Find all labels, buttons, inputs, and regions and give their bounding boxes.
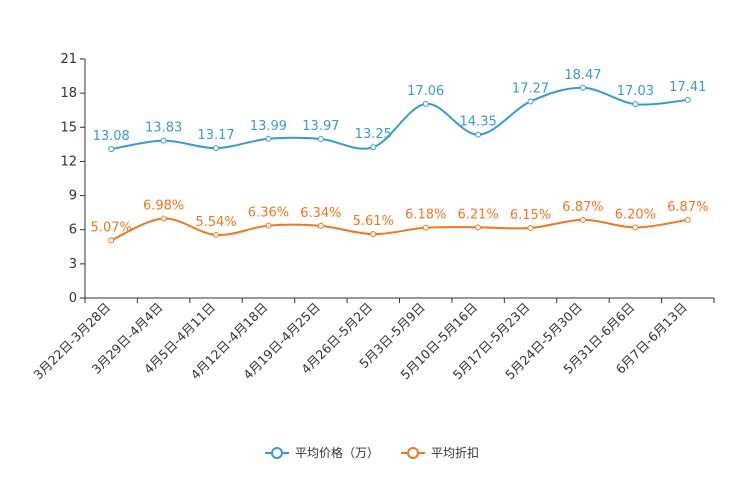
data-label: 5.07% (91, 220, 132, 235)
data-point (160, 215, 167, 222)
data-label: 17.27 (512, 81, 549, 96)
data-point (527, 225, 534, 232)
legend-marker-price (270, 446, 283, 459)
y-tick-label: 6 (69, 223, 77, 238)
data-label: 13.25 (355, 127, 392, 142)
data-point (317, 222, 324, 229)
data-label: 6.18% (405, 208, 446, 223)
data-point (579, 216, 586, 223)
data-point (370, 144, 377, 151)
data-point (108, 237, 115, 244)
data-point (213, 231, 220, 238)
data-label: 17.03 (617, 84, 654, 99)
data-point (265, 222, 272, 229)
data-point (527, 98, 534, 105)
y-tick-label: 12 (60, 154, 77, 169)
data-label: 6.87% (562, 200, 603, 215)
legend: 平均价格（万） 平均折扣 (0, 444, 744, 461)
data-point (684, 96, 691, 103)
data-point (213, 145, 220, 152)
data-label: 6.98% (143, 199, 184, 214)
data-point (684, 216, 691, 223)
legend-swatch-discount (401, 446, 425, 460)
data-point (160, 137, 167, 144)
series-layer: 13.08 13.83 13.17 13.99 13.97 13.25 17.06 14.35… (91, 68, 708, 244)
legend-marker-discount (407, 446, 419, 459)
y-tick-label: 9 (69, 189, 77, 204)
legend-swatch-price (264, 446, 289, 460)
series-discount: 5.07% 6.98% 5.54% 6.36% 6.34% 5.61% 6.18% 6.21%… (91, 199, 708, 244)
data-point (579, 84, 586, 91)
data-label: 6.15% (510, 208, 551, 223)
data-label: 13.17 (197, 128, 234, 143)
data-point (422, 224, 429, 231)
data-point (265, 135, 272, 142)
data-point (475, 131, 482, 138)
data-point (317, 136, 324, 143)
data-label: 6.34% (300, 206, 341, 221)
data-label: 13.08 (93, 129, 130, 144)
data-label: 17.41 (669, 80, 706, 95)
y-tick-label: 0 (69, 291, 77, 306)
data-label: 6.36% (248, 206, 289, 221)
data-label: 5.54% (195, 215, 236, 230)
data-label: 6.87% (667, 200, 708, 215)
data-label: 5.61% (353, 214, 394, 229)
data-point (108, 146, 115, 153)
data-label: 13.83 (145, 121, 182, 136)
data-label: 6.21% (457, 207, 498, 222)
y-tick-label: 21 (60, 52, 77, 67)
data-label: 13.97 (302, 119, 339, 134)
legend-label-price: 平均价格（万） (294, 446, 379, 460)
series-line (110, 217, 688, 242)
series-price: 13.08 13.83 13.17 13.99 13.97 13.25 17.06 14.35… (93, 68, 706, 153)
data-point (632, 101, 639, 108)
data-label: 17.06 (407, 84, 444, 99)
data-label: 6.20% (615, 207, 656, 222)
data-point (632, 224, 639, 231)
y-tick-label: 3 (69, 257, 77, 272)
data-point (475, 224, 482, 231)
data-point (370, 231, 377, 238)
data-point (422, 100, 429, 107)
y-tick-label: 15 (60, 120, 77, 135)
data-label: 14.35 (460, 115, 497, 130)
legend-item-discount[interactable]: 平均折扣 (401, 444, 479, 461)
y-tick-label: 18 (60, 86, 77, 101)
legend-label-discount: 平均折扣 (431, 446, 480, 460)
data-label: 13.99 (250, 119, 287, 134)
legend-item-price[interactable]: 平均价格（万） (264, 444, 379, 461)
data-label: 18.47 (564, 68, 601, 83)
